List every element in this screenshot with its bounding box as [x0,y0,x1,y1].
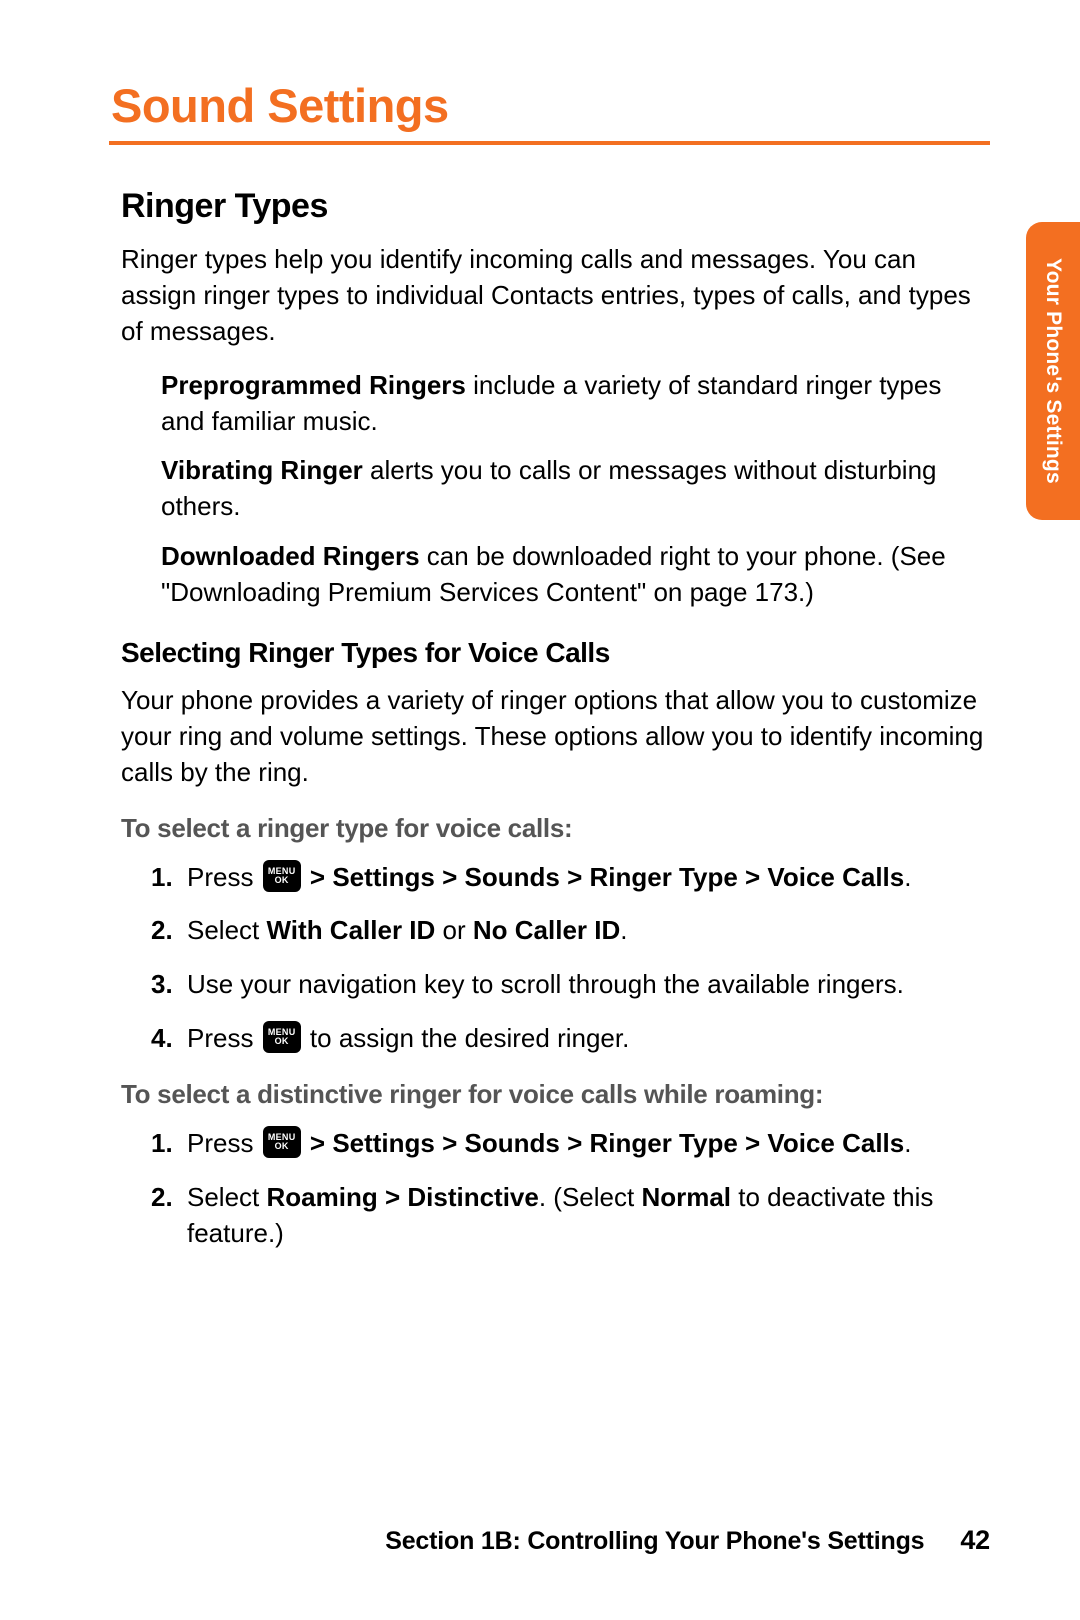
step-content: Press MENUOK > Settings > Sounds > Ringe… [187,860,990,896]
footer-page-number: 42 [960,1525,990,1556]
section-title: Ringer Types [105,187,990,226]
step-number: 2. [151,1180,187,1252]
list-item: 2. Select With Caller ID or No Caller ID… [105,913,990,949]
nav-path: > Settings > Sounds > Ringer Type > Voic… [303,862,905,892]
key-bot: OK [275,876,289,885]
step-content: Press MENUOK > Settings > Sounds > Ringe… [187,1126,990,1162]
step-content: Press MENUOK to assign the desired ringe… [187,1021,990,1057]
list-item: 4. Press MENUOK to assign the desired ri… [105,1021,990,1057]
procedure-roaming-title: To select a distinctive ringer for voice… [105,1079,990,1110]
step-text: Press [187,1023,261,1053]
option-roaming-distinctive: Roaming > Distinctive [267,1182,539,1212]
step-content: Use your navigation key to scroll throug… [187,967,990,1003]
subsection-text: Your phone provides a variety of ringer … [105,683,990,791]
ringer-preprogrammed: Preprogrammed Ringers include a variety … [105,368,990,440]
step-text: . [904,1128,911,1158]
side-tab: Your Phone's Settings [1026,222,1080,520]
option-with-caller-id: With Caller ID [267,915,436,945]
ringer-vibrating-label: Vibrating Ringer [161,455,363,485]
list-item: 3. Use your navigation key to scroll thr… [105,967,990,1003]
step-text: Select [187,915,267,945]
key-bot: OK [275,1142,289,1151]
side-tab-label: Your Phone's Settings [1041,258,1065,484]
menu-ok-key-icon: MENUOK [263,1126,301,1158]
list-item: 2. Select Roaming > Distinctive. (Select… [105,1180,990,1252]
list-item: 1. Press MENUOK > Settings > Sounds > Ri… [105,1126,990,1162]
step-text: Select [187,1182,267,1212]
step-text: Press [187,1128,261,1158]
step-content: Select With Caller ID or No Caller ID. [187,913,990,949]
step-text: . [620,915,627,945]
list-item: 1. Press MENUOK > Settings > Sounds > Ri… [105,860,990,896]
step-text: . [904,862,911,892]
step-text: to assign the desired ringer. [303,1023,630,1053]
footer-section-label: Section 1B: Controlling Your Phone's Set… [385,1527,924,1556]
step-number: 2. [151,913,187,949]
ringer-vibrating: Vibrating Ringer alerts you to calls or … [105,453,990,525]
nav-path: > Settings > Sounds > Ringer Type > Voic… [303,1128,905,1158]
step-text: . (Select [539,1182,642,1212]
step-number: 1. [151,1126,187,1162]
step-text: or [435,915,473,945]
ringer-preprogrammed-label: Preprogrammed Ringers [161,370,466,400]
subsection-title: Selecting Ringer Types for Voice Calls [105,637,990,669]
option-normal: Normal [641,1182,731,1212]
step-number: 3. [151,967,187,1003]
step-number: 1. [151,860,187,896]
title-rule [109,141,990,145]
ringer-downloaded-label: Downloaded Ringers [161,541,420,571]
step-content: Select Roaming > Distinctive. (Select No… [187,1180,990,1252]
step-number: 4. [151,1021,187,1057]
ringer-downloaded: Downloaded Ringers can be downloaded rig… [105,539,990,611]
menu-ok-key-icon: MENUOK [263,1021,301,1053]
intro-text: Ringer types help you identify incoming … [105,242,990,350]
procedure-voice-title: To select a ringer type for voice calls: [105,813,990,844]
menu-ok-key-icon: MENUOK [263,860,301,892]
step-text: Press [187,862,261,892]
option-no-caller-id: No Caller ID [473,915,620,945]
key-bot: OK [275,1037,289,1046]
page-footer: Section 1B: Controlling Your Phone's Set… [105,1525,990,1556]
main-title: Sound Settings [105,78,990,133]
